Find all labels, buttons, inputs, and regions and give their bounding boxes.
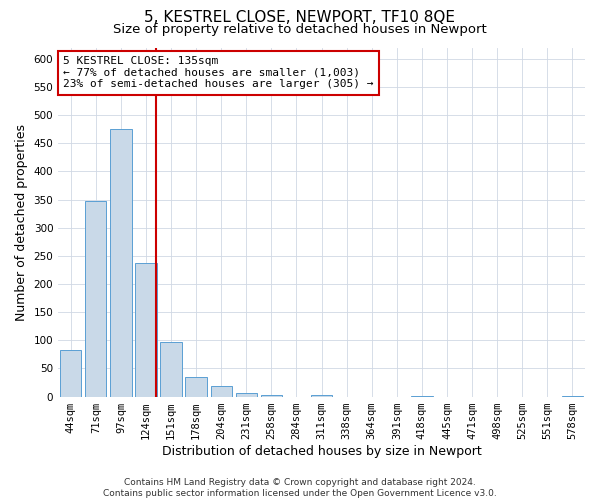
Text: Size of property relative to detached houses in Newport: Size of property relative to detached ho… [113, 22, 487, 36]
Bar [185, 377, 207, 396]
Bar [85, 200, 106, 396]
Bar [236, 392, 257, 396]
Bar [160, 342, 182, 396]
Bar [60, 350, 82, 397]
Bar [136, 263, 157, 396]
Bar [110, 128, 131, 396]
Text: 5, KESTREL CLOSE, NEWPORT, TF10 8QE: 5, KESTREL CLOSE, NEWPORT, TF10 8QE [145, 10, 455, 25]
Text: 5 KESTREL CLOSE: 135sqm
← 77% of detached houses are smaller (1,003)
23% of semi: 5 KESTREL CLOSE: 135sqm ← 77% of detache… [64, 56, 374, 90]
Text: Contains HM Land Registry data © Crown copyright and database right 2024.
Contai: Contains HM Land Registry data © Crown c… [103, 478, 497, 498]
X-axis label: Distribution of detached houses by size in Newport: Distribution of detached houses by size … [162, 444, 481, 458]
Bar [211, 386, 232, 396]
Y-axis label: Number of detached properties: Number of detached properties [15, 124, 28, 320]
